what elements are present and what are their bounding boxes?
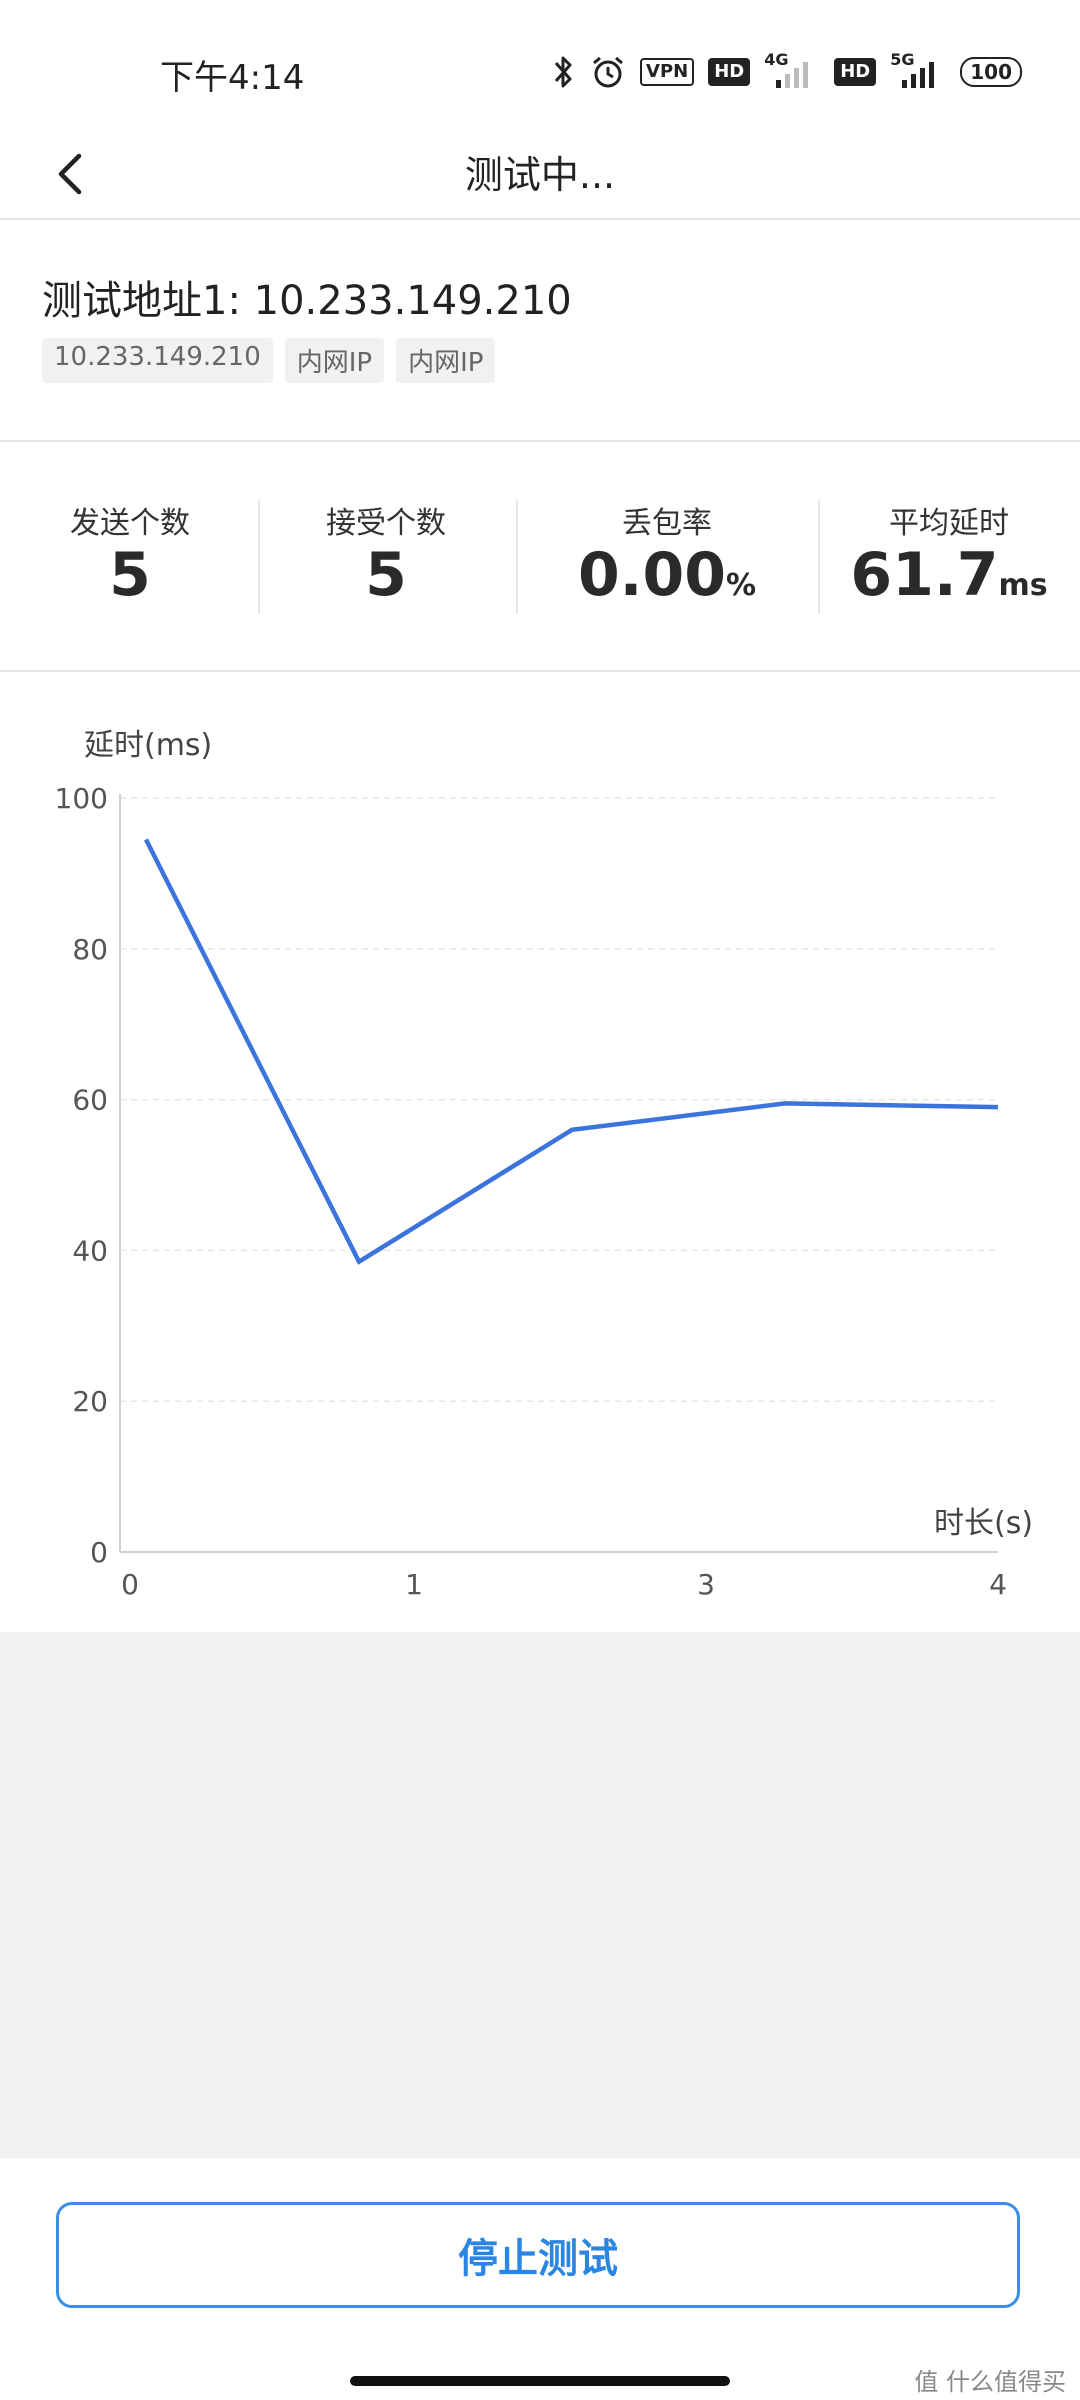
ip-tag: 10.233.149.210: [42, 338, 273, 383]
latency-series-line: [143, 838, 999, 1265]
address-title: 测试地址1: 10.233.149.210: [42, 278, 572, 324]
y-tick-label: 100: [55, 782, 108, 815]
stat-avg-latency: 平均延时 61.7ms: [834, 498, 1064, 618]
page-title: 测试中...: [464, 153, 616, 197]
address-section: 测试地址1: 10.233.149.210 10.233.149.210 内网I…: [0, 220, 1080, 442]
watermark: 值 什么值得买: [914, 2368, 1066, 2396]
stop-test-button[interactable]: 停止测试: [56, 2202, 1020, 2308]
hd-badge: HD: [708, 58, 751, 86]
bluetooth-icon: [554, 56, 572, 88]
stat-loss-rate: 丢包率 0.00%: [552, 498, 782, 618]
network-type-tag-2: 内网IP: [396, 338, 496, 383]
stat-sent: 发送个数 5: [40, 498, 220, 618]
signal-4g-icon: 4G: [764, 50, 820, 90]
stat-divider: [258, 500, 260, 614]
empty-area: [0, 1632, 1080, 2158]
status-icons: VPN HD 4G HD 5G 100: [552, 50, 1022, 92]
network-type-label-2: 5G: [890, 50, 915, 69]
stats-section: 发送个数 5 接受个数 5 丢包率 0.00% 平均延时 61.7ms: [0, 442, 1080, 672]
stat-value: 5: [40, 542, 220, 608]
network-type-label: 4G: [764, 50, 789, 69]
y-tick-label: 0: [90, 1536, 108, 1569]
y-tick-label: 60: [72, 1084, 108, 1117]
stat-divider: [516, 500, 518, 614]
status-bar: 下午4:14 VPN HD 4G HD 5G: [0, 0, 1080, 130]
network-type-tag: 内网IP: [284, 338, 385, 383]
chart-plot: 0 20 40 60 80 100 0 1 3 4: [55, 782, 1007, 1601]
x-tick-label: 3: [697, 1568, 715, 1601]
x-tick-label: 4: [989, 1568, 1007, 1601]
chevron-left-icon: [58, 153, 82, 195]
y-tick-label: 80: [72, 933, 108, 966]
stat-value: 61.7ms: [834, 542, 1064, 619]
nav-bar: 测试中...: [0, 130, 1080, 220]
bottom-bar: 停止测试: [0, 2158, 1080, 2400]
stat-number: 5: [365, 540, 407, 610]
stat-label: 发送个数: [70, 506, 190, 541]
hd-badge-2: HD: [834, 58, 877, 86]
battery-icon: 100: [960, 57, 1022, 87]
stat-number: 61.7: [850, 540, 999, 610]
y-axis-title: 延时(ms): [84, 728, 213, 763]
back-button[interactable]: [40, 140, 100, 208]
stat-received: 接受个数 5: [296, 498, 476, 618]
x-tick-label: 0: [121, 1568, 139, 1601]
stat-number: 5: [109, 540, 151, 610]
stat-label: 丢包率: [622, 506, 712, 541]
home-indicator[interactable]: [350, 2376, 730, 2386]
stat-label: 平均延时: [889, 506, 1009, 541]
stat-number: 0.00: [577, 540, 726, 610]
stat-divider: [818, 500, 820, 614]
y-tick-label: 20: [72, 1385, 108, 1418]
stat-unit: %: [725, 568, 757, 603]
latency-chart: 延时(ms) 时长(s) 0 20 40 60 80 100 0 1 3 4: [0, 672, 1080, 1632]
address-tags: 10.233.149.210 内网IP 内网IP: [42, 338, 496, 383]
x-axis-title: 时长(s): [934, 1506, 1034, 1541]
stat-value: 5: [296, 542, 476, 608]
stat-unit: ms: [998, 568, 1048, 603]
vpn-badge: VPN: [640, 58, 695, 86]
stat-label: 接受个数: [326, 506, 446, 541]
status-time: 下午4:14: [160, 58, 305, 98]
alarm-icon: [593, 56, 623, 88]
x-tick-label: 1: [405, 1568, 423, 1601]
stat-value: 0.00%: [552, 542, 782, 619]
signal-5g-icon: 5G: [890, 50, 946, 90]
y-tick-label: 40: [72, 1234, 108, 1267]
